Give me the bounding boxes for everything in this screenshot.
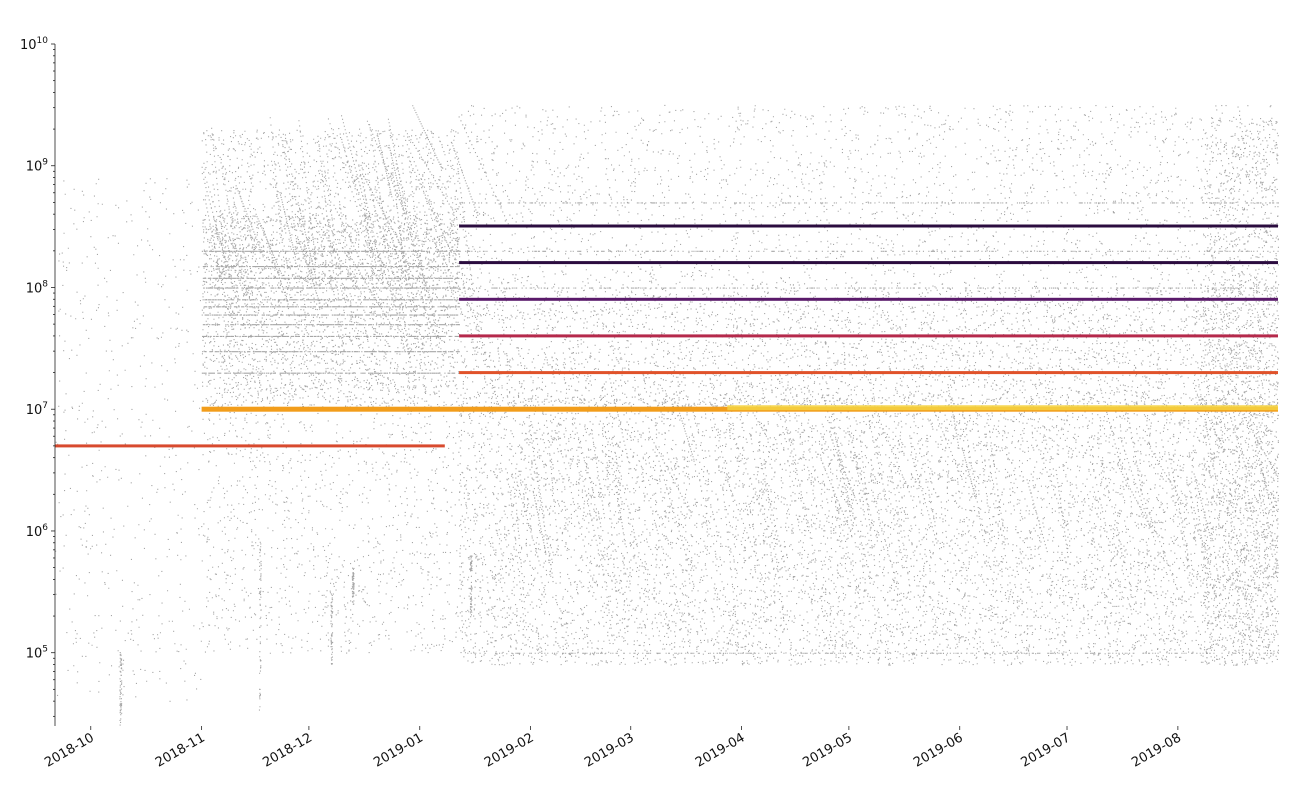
x-tick-label: 2018-11 <box>153 730 208 770</box>
band-6 <box>459 224 1279 228</box>
band-5 <box>459 261 1279 265</box>
x-tick-label: 2019-01 <box>371 730 426 770</box>
band-0 <box>55 444 445 448</box>
x-tick-label: 2018-12 <box>260 730 315 770</box>
y-tick-label: 106 <box>26 523 49 540</box>
x-tick-label: 2019-07 <box>1018 730 1073 770</box>
band-highlight <box>727 405 1278 411</box>
x-tick-label: 2019-06 <box>911 730 966 770</box>
x-tick-label: 2019-08 <box>1129 730 1184 770</box>
band-3 <box>459 334 1279 338</box>
y-tick-label: 1010 <box>20 36 48 53</box>
x-axis: 2018-10 2018-11 2018-12 2019-01 2019-02 2019-… <box>42 726 1184 771</box>
x-tick-label: 2019-04 <box>693 730 748 770</box>
x-tick-label: 2019-02 <box>482 730 537 770</box>
band-2 <box>459 371 1279 375</box>
y-tick-label: 107 <box>26 401 48 418</box>
y-axis: 105 106 107 108 109 1010 <box>20 36 56 726</box>
scatter-points <box>55 104 1280 726</box>
x-tick-label: 2019-03 <box>582 730 637 770</box>
y-tick-label: 108 <box>26 279 49 296</box>
highlight-bands <box>55 224 1279 448</box>
y-tick-label: 105 <box>26 645 48 662</box>
band-4 <box>459 297 1279 301</box>
x-tick-label: 2018-10 <box>42 730 97 770</box>
background-points <box>55 104 1280 726</box>
y-tick-label: 109 <box>26 158 49 175</box>
x-tick-label: 2019-05 <box>800 730 855 770</box>
